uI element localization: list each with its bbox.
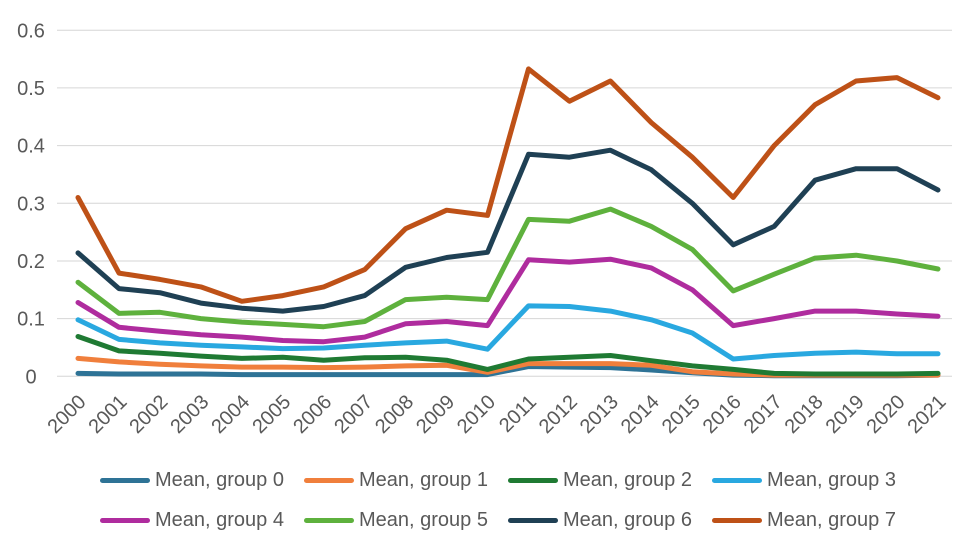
legend-swatch [508, 517, 558, 523]
x-tick-label: 2013 [576, 391, 623, 438]
legend-swatch [100, 517, 150, 523]
series-line-mean-group-6 [75, 147, 941, 314]
legend: Mean, group 0 Mean, group 1 Mean, group 2 M… [0, 460, 960, 540]
x-tick-label: 2018 [781, 391, 828, 438]
legend-label: Mean, group 3 [767, 468, 896, 491]
legend-label: Mean, group 7 [767, 508, 896, 531]
series-line-mean-group-5 [75, 206, 941, 330]
y-tick-label: 0 [25, 366, 36, 388]
legend-swatch [100, 477, 150, 483]
x-tick-label: 2003 [166, 391, 213, 438]
legend-item: Mean, group 4 [100, 509, 304, 532]
y-axis-labels: 0 0.1 0.2 0.3 0.4 0.5 0.6 [17, 20, 45, 388]
legend-item: Mean, group 5 [304, 509, 508, 532]
x-tick-label: 2008 [371, 391, 418, 438]
legend-label: Mean, group 2 [563, 468, 692, 491]
x-tick-label: 2000 [44, 391, 91, 438]
x-tick-label: 2010 [453, 391, 500, 438]
legend-item: Mean, group 3 [712, 469, 916, 492]
legend-swatch [304, 477, 354, 483]
x-tick-label: 2006 [289, 391, 336, 438]
y-tick-label: 0.2 [17, 251, 45, 273]
legend-label: Mean, group 4 [155, 508, 284, 531]
legend-label: Mean, group 0 [155, 468, 284, 491]
series-line-mean-group-3 [75, 303, 941, 362]
x-tick-label: 2020 [863, 391, 910, 438]
legend-row: Mean, group 0 Mean, group 1 Mean, group 2 M… [100, 460, 960, 500]
series-lines [75, 66, 941, 379]
legend-swatch [712, 477, 762, 483]
x-tick-label: 2005 [248, 391, 295, 438]
legend-label: Mean, group 6 [563, 508, 692, 531]
series-line-mean-group-7 [75, 66, 941, 304]
x-tick-label: 2014 [617, 391, 664, 438]
x-tick-label: 2001 [85, 391, 132, 438]
series-line-mean-group-2 [75, 334, 941, 377]
x-axis-labels: 2000200120022003200420052006200720082009… [44, 391, 951, 438]
x-tick-label: 2021 [904, 391, 951, 438]
x-tick-label: 2007 [330, 391, 377, 438]
y-tick-label: 0.1 [17, 309, 45, 331]
legend-swatch [712, 517, 762, 523]
legend-label: Mean, group 1 [359, 468, 488, 491]
x-tick-label: 2004 [207, 391, 254, 438]
x-tick-label: 2015 [658, 391, 705, 438]
legend-swatch [304, 517, 354, 523]
x-tick-label: 2012 [535, 391, 582, 438]
y-tick-label: 0.5 [17, 78, 45, 100]
legend-item: Mean, group 7 [712, 509, 916, 532]
y-tick-label: 0.4 [17, 136, 45, 158]
legend-item: Mean, group 6 [508, 509, 712, 532]
legend-item: Mean, group 0 [100, 469, 304, 492]
legend-swatch [508, 477, 558, 483]
x-tick-label: 2017 [740, 391, 787, 438]
legend-item: Mean, group 2 [508, 469, 712, 492]
series-line-mean-group-4 [75, 256, 941, 345]
x-tick-label: 2009 [412, 391, 459, 438]
gridlines [57, 29, 952, 377]
x-tick-label: 2019 [822, 391, 869, 438]
plot-area: 0 0.1 0.2 0.3 0.4 0.5 0.6 20002001200220032004… [17, 20, 952, 438]
legend-item: Mean, group 1 [304, 469, 508, 492]
legend-label: Mean, group 5 [359, 508, 488, 531]
x-tick-label: 2011 [495, 391, 541, 437]
y-tick-label: 0.6 [17, 20, 45, 42]
legend-row: Mean, group 4 Mean, group 5 Mean, group 6 M… [100, 500, 960, 540]
x-tick-label: 2002 [125, 391, 172, 438]
x-tick-label: 2016 [699, 391, 746, 438]
y-tick-label: 0.3 [17, 193, 45, 215]
